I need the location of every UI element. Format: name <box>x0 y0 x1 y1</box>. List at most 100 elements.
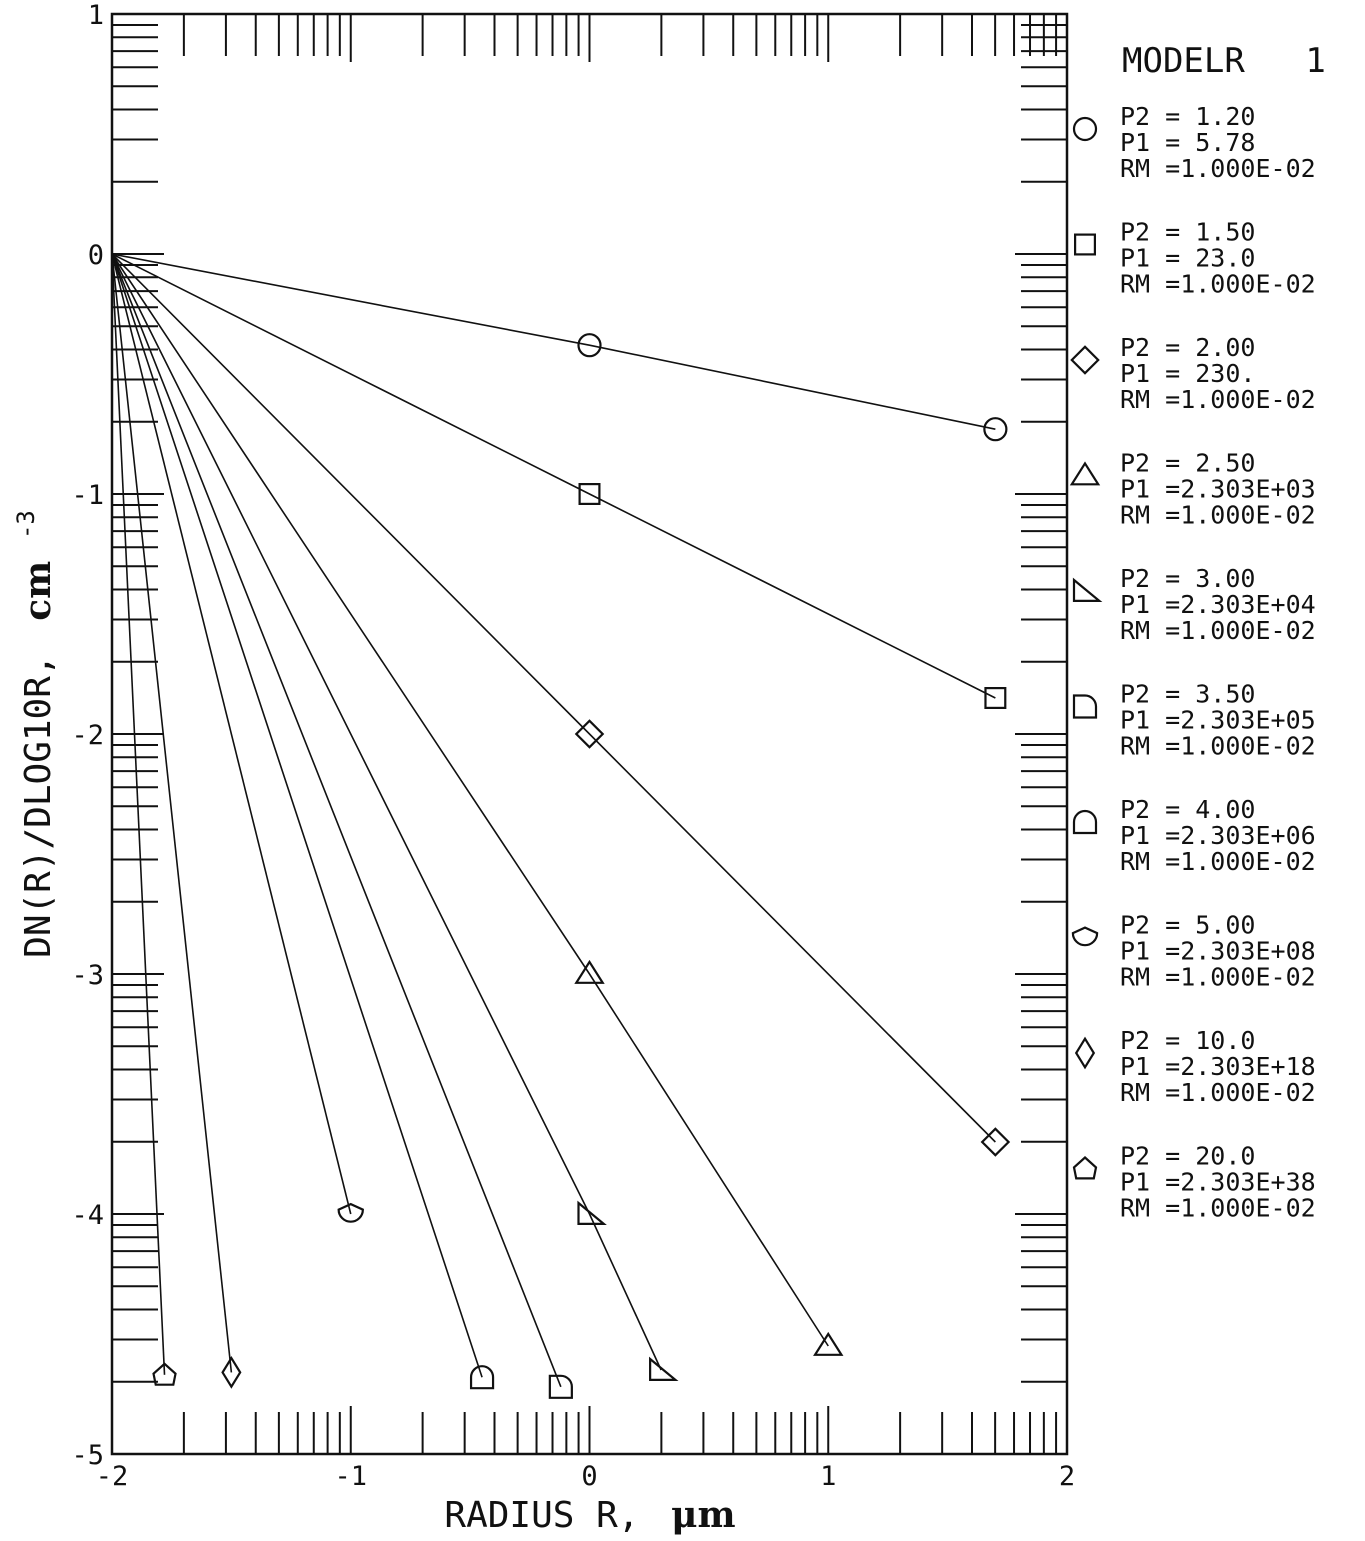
y-tick-label: -3 <box>71 960 104 991</box>
legend-entry-line: P1 = 23.0 <box>1120 244 1255 273</box>
legend-entry-line: P2 = 2.00 <box>1120 333 1255 362</box>
y-axis-title: DN(R)/DLOG10R, cm -3 <box>12 510 59 958</box>
x-tick-label: 1 <box>820 1461 836 1492</box>
legend-entry-line: RM =1.000E-02 <box>1120 732 1316 761</box>
data-point-diamond <box>574 719 605 749</box>
legend-marker-arch <box>1072 809 1098 835</box>
legend-entry-line: P1 =2.303E+04 <box>1120 590 1316 619</box>
legend-entry-line: RM =1.000E-02 <box>1120 847 1316 876</box>
legend-entry-line: P2 = 10.0 <box>1120 1026 1255 1055</box>
legend-marker-triangle <box>1069 461 1101 486</box>
legend-entry-line: P1 =2.303E+18 <box>1120 1052 1316 1081</box>
series-line-5 <box>111 253 662 1371</box>
legend-entry-line: P1 =2.303E+38 <box>1120 1168 1316 1197</box>
data-point-square <box>984 686 1007 709</box>
data-point-square <box>578 483 601 506</box>
legend-title-text: MODELR <box>1122 41 1245 81</box>
data-point-circle <box>577 333 602 358</box>
legend-marker-right-triangle <box>1072 577 1103 602</box>
series-markers <box>152 333 1011 1399</box>
series-line-2 <box>111 253 996 699</box>
y-tick-label: -2 <box>71 720 104 751</box>
x-tick-label: -1 <box>334 1461 367 1492</box>
legend-entry-line: P2 = 3.50 <box>1120 680 1255 709</box>
x-axis-label-text: RADIUS R, <box>444 1495 639 1536</box>
legend-marker-pentagon <box>1072 1156 1098 1180</box>
legend-entry-line: P1 =2.303E+08 <box>1120 937 1316 966</box>
data-point-pentagon <box>152 1362 177 1386</box>
legend-marker-narrow-diamond <box>1074 1036 1096 1070</box>
series-line-8 <box>111 253 352 1215</box>
x-tick-label: 0 <box>581 1461 597 1492</box>
data-point-triangle <box>574 959 605 984</box>
data-point-circle <box>983 417 1008 442</box>
legend-entry-line: RM =1.000E-02 <box>1120 616 1316 645</box>
legend-marker-square <box>1073 233 1096 256</box>
legend-entry-line: P1 = 5.78 <box>1120 128 1255 157</box>
legend-marker-diamond <box>1070 345 1100 375</box>
legend-marker-d-shape <box>1072 694 1098 719</box>
data-point-arch <box>469 1365 495 1390</box>
y-tick-label: 1 <box>88 0 104 31</box>
legend-entry-line: P2 = 1.50 <box>1120 218 1255 247</box>
legend-marker-lens <box>1071 926 1099 947</box>
series-line-6 <box>111 253 562 1388</box>
x-axis-unit: μm <box>671 1494 735 1536</box>
legend-entry-line: RM =1.000E-02 <box>1120 963 1316 992</box>
legend-entry-line: P1 = 230. <box>1120 359 1255 388</box>
legend-entry-line: RM =1.000E-02 <box>1120 501 1316 530</box>
legend-entry-line: P1 =2.303E+03 <box>1120 475 1316 504</box>
series-line-3 <box>111 253 996 1143</box>
plot-frame <box>110 12 1069 1456</box>
y-axis-label-text: DN(R)/DLOG10R, <box>18 654 59 957</box>
series-line-9 <box>111 253 233 1373</box>
y-tick-label: -1 <box>71 480 104 511</box>
x-axis-title: RADIUS R, μm <box>444 1494 735 1536</box>
legend-entry-line: P1 =2.303E+05 <box>1120 706 1316 735</box>
legend-title: MODELR 1 <box>1122 41 1326 81</box>
series-lines <box>111 253 996 1388</box>
axis-ticks <box>111 14 1067 1455</box>
data-point-lens <box>337 1202 364 1223</box>
legend-entry-line: P1 =2.303E+06 <box>1120 821 1316 850</box>
series-line-10 <box>111 253 166 1375</box>
y-tick-label: 0 <box>88 240 104 271</box>
legend-entry-line: P2 = 20.0 <box>1120 1142 1255 1171</box>
x-tick-label: -2 <box>96 1461 129 1492</box>
legend-marker-circle <box>1072 116 1098 142</box>
legend-entry-line: P2 = 1.20 <box>1120 102 1255 131</box>
legend-entry-line: RM =1.000E-02 <box>1120 1194 1316 1223</box>
legend-entry-line: RM =1.000E-02 <box>1120 1078 1316 1107</box>
data-point-diamond <box>980 1127 1011 1157</box>
legend-entry-line: P2 = 4.00 <box>1120 795 1255 824</box>
y-tick-label: -5 <box>71 1440 104 1471</box>
data-point-right-triangle <box>649 1356 679 1381</box>
legend-title-number: 1 <box>1305 41 1325 81</box>
legend-entry-line: RM =1.000E-02 <box>1120 154 1316 183</box>
y-axis-unit-exponent: -3 <box>12 510 40 539</box>
data-point-right-triangle <box>577 1200 607 1225</box>
legend-entry-line: RM =1.000E-02 <box>1120 270 1316 299</box>
x-tick-label: 2 <box>1059 1461 1075 1492</box>
data-point-triangle <box>813 1331 844 1356</box>
series-line-1 <box>111 253 996 430</box>
legend-entry-line: P2 = 2.50 <box>1120 449 1255 478</box>
y-axis-unit: cm <box>17 561 59 621</box>
legend-entry-line: P2 = 3.00 <box>1120 564 1255 593</box>
series-line-7 <box>111 253 483 1378</box>
series-line-4 <box>111 253 829 1347</box>
y-tick-label: -4 <box>71 1200 104 1231</box>
data-point-d-shape <box>548 1374 573 1399</box>
